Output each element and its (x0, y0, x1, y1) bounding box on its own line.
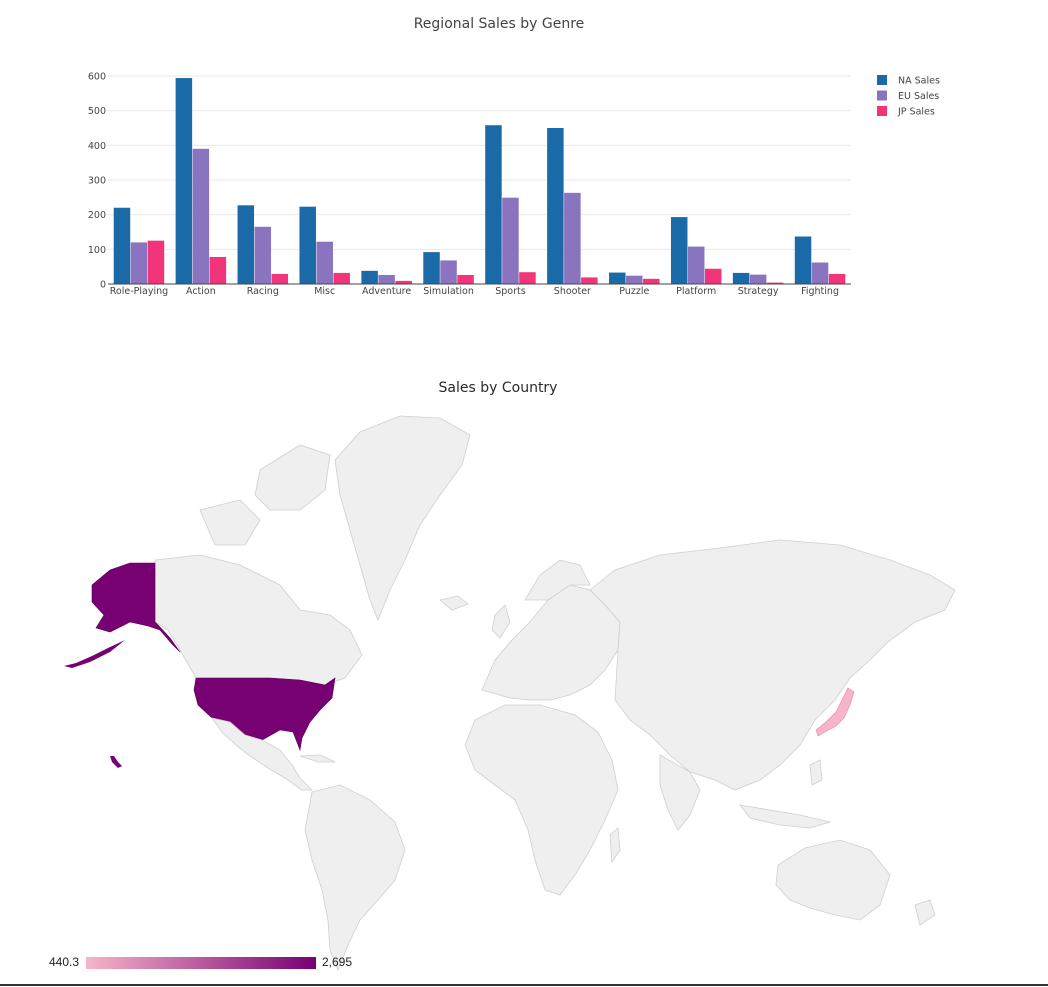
chart-legend[interactable]: NA Sales EU Sales JP Sales (877, 75, 940, 118)
sales-by-country-map[interactable]: Sales by Country (0, 360, 1048, 987)
bar-na-sales[interactable] (237, 205, 255, 284)
legend-label[interactable]: NA Sales (898, 76, 940, 87)
x-tick-label: Simulation (423, 286, 474, 297)
country-europe[interactable] (481, 584, 621, 701)
country-usa-aleutians[interactable] (64, 640, 125, 668)
x-tick-label: Sports (495, 286, 526, 297)
country-greenland[interactable] (334, 415, 471, 622)
y-tick-label: 300 (88, 176, 106, 187)
legend-swatch[interactable] (877, 106, 887, 116)
bar-eu-sales[interactable] (626, 275, 643, 284)
y-tick-label: 100 (88, 245, 106, 256)
bar-jp-sales[interactable] (333, 272, 350, 284)
y-tick-label: 200 (88, 210, 106, 221)
country-canada-islands[interactable] (254, 444, 331, 511)
legend-swatch[interactable] (877, 90, 887, 101)
country-usa[interactable] (193, 677, 336, 752)
colorbar-min-label: 440.3 (49, 955, 80, 969)
country-uk[interactable] (491, 604, 511, 639)
bar-jp-sales[interactable] (643, 278, 660, 284)
bar-jp-sales[interactable] (581, 277, 598, 284)
bar-chart-title: Regional Sales by Genre (414, 16, 585, 32)
y-tick-label: 500 (88, 106, 106, 117)
bar-eu-sales[interactable] (687, 246, 705, 284)
regional-sales-bar-chart: Regional Sales by Genre 0 100 200 300 400 500… (88, 16, 940, 297)
country-australia[interactable] (775, 839, 891, 921)
x-tick-label: Misc (314, 286, 335, 297)
bar-eu-sales[interactable] (440, 260, 457, 284)
bar-eu-sales[interactable] (502, 197, 519, 284)
y-gridlines (108, 75, 851, 250)
country-mexico[interactable] (211, 717, 313, 791)
bar-jp-sales[interactable] (704, 268, 722, 284)
country-usa-hawaii[interactable] (110, 756, 122, 768)
country-canada[interactable] (154, 554, 363, 686)
y-tick-label: 0 (100, 280, 106, 291)
colorbar-max-label: 2,695 (322, 955, 353, 969)
x-tick-label: Adventure (362, 286, 411, 297)
bar-na-sales[interactable] (794, 236, 812, 284)
bar-eu-sales[interactable] (749, 274, 767, 284)
bar-jp-sales[interactable] (271, 273, 289, 284)
world-map-svg[interactable]: Sales by Country (0, 360, 1048, 987)
bar-series (113, 78, 846, 284)
country-russia-asia[interactable] (589, 539, 956, 791)
bar-na-sales[interactable] (485, 125, 502, 284)
x-tick-label: Strategy (738, 286, 779, 297)
bar-jp-sales[interactable] (209, 256, 227, 284)
y-tick-label: 400 (88, 141, 106, 152)
map-title: Sales by Country (439, 380, 558, 396)
country-africa[interactable] (464, 704, 619, 896)
country-south-america[interactable] (304, 784, 406, 972)
bar-na-sales[interactable] (423, 252, 440, 284)
x-tick-label: Fighting (801, 286, 839, 297)
bar-eu-sales[interactable] (130, 242, 148, 284)
country-madagascar[interactable] (609, 827, 621, 864)
bar-na-sales[interactable] (361, 270, 378, 284)
colorbar (86, 957, 316, 969)
country-cuba[interactable] (299, 754, 336, 763)
bar-eu-sales[interactable] (316, 241, 333, 284)
bar-jp-sales[interactable] (457, 274, 474, 284)
legend-swatch[interactable] (877, 75, 887, 85)
bar-eu-sales[interactable] (254, 226, 272, 284)
bar-eu-sales[interactable] (564, 192, 581, 284)
bar-na-sales[interactable] (299, 206, 316, 284)
bar-eu-sales[interactable] (192, 148, 210, 284)
bar-jp-sales[interactable] (395, 280, 412, 284)
bar-na-sales[interactable] (609, 272, 626, 284)
x-tick-label: Action (186, 286, 216, 297)
bar-na-sales[interactable] (732, 272, 750, 284)
country-scandinavia[interactable] (524, 559, 591, 601)
legend-label[interactable]: EU Sales (898, 91, 939, 102)
x-tick-label: Racing (247, 286, 279, 297)
bar-jp-sales[interactable] (147, 240, 165, 284)
country-indonesia[interactable] (739, 804, 832, 829)
country-new-zealand[interactable] (914, 899, 936, 926)
legend-label[interactable]: JP Sales (897, 107, 935, 118)
bottom-divider (0, 984, 1048, 986)
bar-jp-sales[interactable] (519, 272, 536, 284)
x-tick-label: Role-Playing (110, 286, 168, 297)
bar-na-sales[interactable] (670, 217, 688, 284)
country-iceland[interactable] (439, 595, 469, 611)
bar-na-sales[interactable] (113, 207, 131, 284)
bar-jp-sales[interactable] (766, 282, 784, 284)
country-india[interactable] (659, 754, 701, 831)
bar-na-sales[interactable] (547, 128, 564, 284)
x-tick-label: Shooter (554, 286, 591, 297)
bar-jp-sales[interactable] (828, 273, 846, 284)
bar-na-sales[interactable] (175, 78, 193, 284)
bar-eu-sales[interactable] (378, 274, 395, 284)
x-tick-label: Puzzle (619, 286, 649, 297)
country-canada-islands-2[interactable] (199, 499, 261, 546)
country-japan[interactable] (815, 687, 855, 737)
bar-eu-sales[interactable] (811, 262, 829, 284)
y-tick-label: 600 (88, 72, 106, 83)
country-usa-alaska[interactable] (91, 562, 181, 653)
country-philippines[interactable] (809, 759, 823, 786)
chart-axes: 0 100 200 300 400 500 600 Role-Playing Action Rac… (88, 72, 851, 297)
x-tick-label: Platform (676, 286, 716, 297)
